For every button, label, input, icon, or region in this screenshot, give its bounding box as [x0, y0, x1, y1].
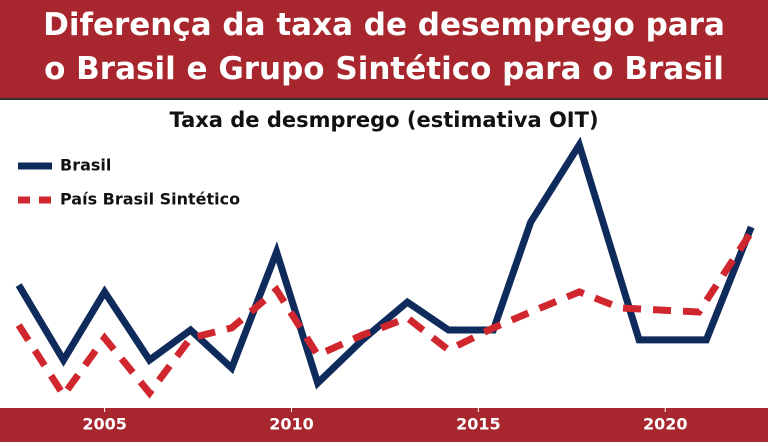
line-series — [15, 136, 755, 390]
line-series — [15, 230, 755, 402]
x-tick-label: 2005 — [82, 415, 127, 434]
x-tick-label: 2015 — [456, 415, 501, 434]
x-tick-label: 2020 — [643, 415, 688, 434]
axis-band — [0, 408, 768, 442]
x-tick-label: 2010 — [269, 415, 314, 434]
legend-label: País Brasil Sintético — [60, 190, 240, 209]
chart-subtitle: Taxa de desmprego (estimativa OIT) — [169, 108, 598, 132]
chart-title: Diferença da taxa de desemprego para o Br… — [43, 7, 725, 87]
header-band — [0, 0, 768, 98]
legend-label: Brasil — [60, 156, 111, 175]
